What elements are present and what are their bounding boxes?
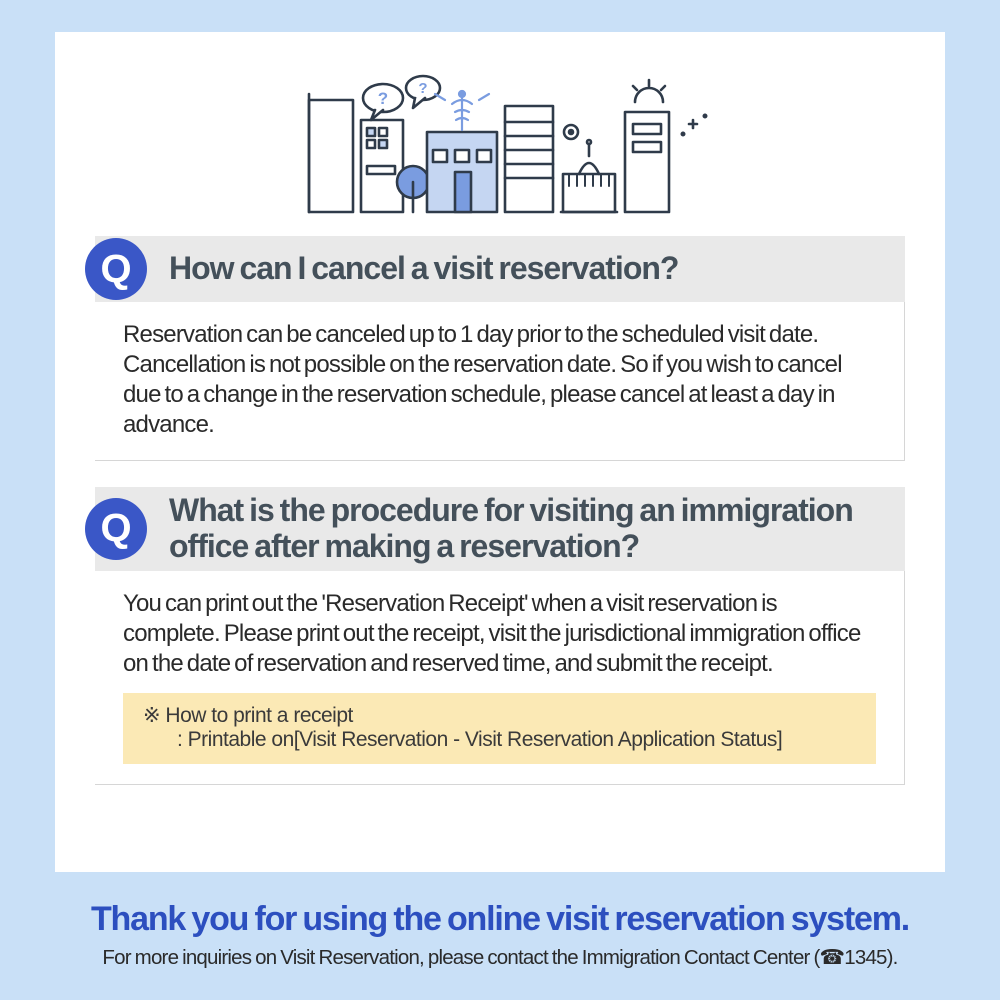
answer-body: Reservation can be canceled up to 1 day … bbox=[95, 302, 905, 461]
question-header: Q What is the procedure for visiting an … bbox=[95, 487, 905, 571]
q-badge-icon: Q bbox=[85, 238, 147, 300]
cityscape-icon: ? ? bbox=[285, 66, 715, 216]
question-title: What is the procedure for visiting an im… bbox=[169, 493, 885, 565]
footer: Thank you for using the online visit res… bbox=[0, 900, 1000, 970]
answer-text: Reservation can be canceled up to 1 day … bbox=[123, 320, 876, 440]
note-line: ※ How to print a receipt bbox=[143, 703, 856, 728]
question-title: How can I cancel a visit reservation? bbox=[169, 251, 678, 287]
svg-text:?: ? bbox=[378, 89, 388, 108]
footer-subtext: For more inquiries on Visit Reservation,… bbox=[0, 945, 1000, 970]
answer-text: You can print out the 'Reservation Recei… bbox=[123, 589, 876, 679]
page-root: ? ? bbox=[0, 0, 1000, 1000]
city-illustration: ? ? bbox=[95, 56, 905, 216]
q-badge-icon: Q bbox=[85, 498, 147, 560]
qa-block: Q How can I cancel a visit reservation? … bbox=[95, 236, 905, 461]
svg-text:?: ? bbox=[418, 80, 427, 97]
content-card: ? ? bbox=[55, 32, 945, 872]
question-header: Q How can I cancel a visit reservation? bbox=[95, 236, 905, 302]
note-box: ※ How to print a receipt : Printable on[… bbox=[123, 693, 876, 764]
footer-title: Thank you for using the online visit res… bbox=[0, 900, 1000, 939]
qa-block: Q What is the procedure for visiting an … bbox=[95, 487, 905, 785]
answer-body: You can print out the 'Reservation Recei… bbox=[95, 571, 905, 785]
note-line: : Printable on[Visit Reservation - Visit… bbox=[143, 728, 856, 752]
